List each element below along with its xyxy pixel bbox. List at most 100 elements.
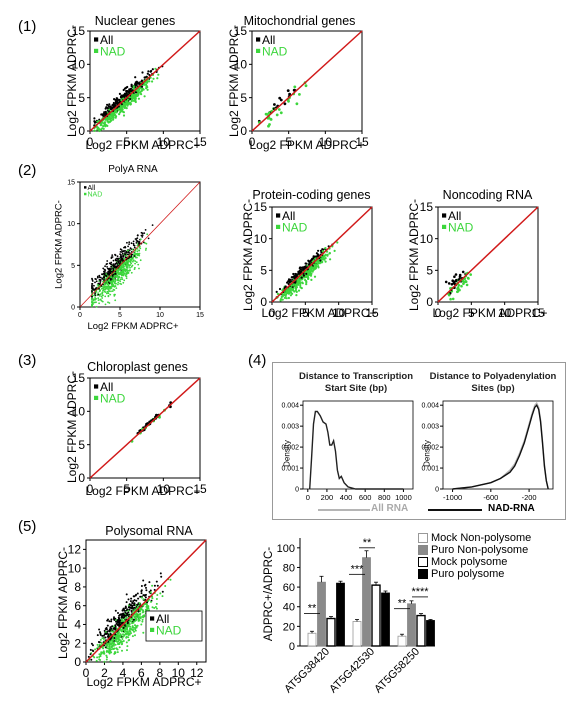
x-axis-label: Log2 FPKM ADPRC+: [261, 306, 377, 320]
data-point: [460, 284, 463, 288]
y-axis-label: Log2 FPKM ADPRC-: [53, 200, 65, 289]
data-point: [143, 594, 146, 597]
chart-nuclear: Nuclear genes 0 5 10 15 0 5 10 15 All NAD Log2 FP…: [65, 14, 207, 154]
data-point: [310, 278, 313, 281]
data-point: [118, 617, 120, 620]
data-point: [127, 598, 130, 601]
x-tick-label: 10: [332, 306, 346, 320]
bar: [426, 620, 435, 647]
x-axis-label: Log2 FPKM ADPRC+: [85, 484, 201, 498]
chart-title: PolyA RNA: [108, 164, 158, 175]
data-point: [116, 272, 118, 274]
data-point: [126, 253, 129, 256]
points: [87, 572, 172, 663]
x-tick-label: 0: [87, 482, 94, 496]
significance-label: **: [398, 598, 407, 610]
data-point: [289, 278, 292, 281]
chart-coding: Protein-coding genes 0 5 10 15 0 5 10 15 All NAD …: [241, 188, 379, 328]
data-point: [126, 645, 129, 648]
data-point: [94, 281, 96, 284]
data-point: [132, 242, 135, 245]
data-point: [106, 262, 108, 265]
data-point: [121, 638, 124, 640]
data-point: [99, 632, 102, 635]
x-tick-label: 10: [156, 312, 164, 319]
x-tick-label: -200: [522, 493, 537, 502]
data-point: [105, 292, 108, 295]
legend-label-all: All: [88, 185, 96, 192]
data-point: [128, 243, 130, 245]
data-point: [313, 255, 316, 258]
data-point: [305, 280, 308, 283]
data-point: [121, 622, 123, 625]
y-axis-label: Log2 FPKM ADPRC-: [65, 370, 79, 484]
data-point: [133, 246, 136, 249]
data-point: [144, 249, 147, 251]
data-point: [466, 276, 470, 280]
data-point: [112, 118, 115, 121]
chart-polysomal: Polysomal RNA 0 2 4 6 8 10 12 0 2 4 6 8 10 12 All NAD L…: [56, 524, 237, 694]
data-point: [129, 247, 132, 250]
data-point: [108, 262, 111, 265]
data-point: [126, 260, 129, 263]
x-tick-label: 0: [269, 306, 276, 320]
data-point: [108, 282, 111, 285]
data-point: [305, 272, 308, 275]
data-point: [125, 630, 128, 633]
x-tick-label: 600: [359, 493, 372, 502]
data-point: [109, 105, 112, 108]
data-point: [128, 265, 131, 267]
data-point: [118, 638, 121, 641]
data-point: [108, 272, 110, 274]
data-point: [321, 250, 325, 253]
data-point: [145, 87, 148, 90]
x-tick-label: 10: [319, 135, 333, 149]
data-point: [99, 298, 102, 301]
data-point: [164, 585, 167, 587]
data-point: [127, 611, 130, 614]
data-point: [141, 611, 144, 614]
x-tick-label: 0: [435, 306, 442, 320]
bar: [307, 632, 317, 647]
data-point: [99, 295, 101, 297]
section-label-4: (4): [248, 352, 267, 369]
data-point: [131, 602, 134, 604]
data-point: [115, 620, 117, 623]
data-point: [110, 119, 113, 122]
data-point: [141, 232, 144, 235]
data-point: [148, 581, 151, 584]
legend-label-nad: NAD: [262, 44, 288, 58]
data-point: [322, 255, 325, 258]
y-axis-label: ADPRC+/ADPRC-: [263, 546, 275, 642]
data-point: [125, 641, 128, 644]
data-point: [129, 266, 131, 269]
legend-label-nad: NAD: [100, 391, 126, 405]
data-point: [283, 102, 287, 106]
legend-label-nad: NAD: [448, 220, 474, 234]
diagonal-line: [85, 539, 207, 663]
chart-mito: Mitochondrial genes 0 5 10 15 0 5 10 15 All NAD L…: [227, 14, 369, 154]
y-tick-label: 80: [283, 562, 295, 574]
data-point: [122, 250, 125, 252]
data-point: [114, 265, 116, 268]
data-point: [114, 268, 116, 270]
data-point: [98, 628, 101, 631]
data-point: [93, 121, 96, 124]
data-point: [288, 286, 291, 290]
data-point: [139, 259, 142, 262]
data-point: [138, 602, 141, 605]
data-point: [140, 592, 143, 595]
data-point: [128, 630, 131, 633]
data-point: [309, 259, 313, 262]
data-point: [308, 267, 311, 270]
data-point: [321, 258, 324, 261]
x-tick-label: 0: [83, 666, 90, 680]
data-point: [104, 303, 107, 306]
data-point: [141, 618, 144, 621]
data-point: [134, 251, 136, 253]
data-point: [134, 616, 137, 619]
data-point: [108, 302, 111, 304]
